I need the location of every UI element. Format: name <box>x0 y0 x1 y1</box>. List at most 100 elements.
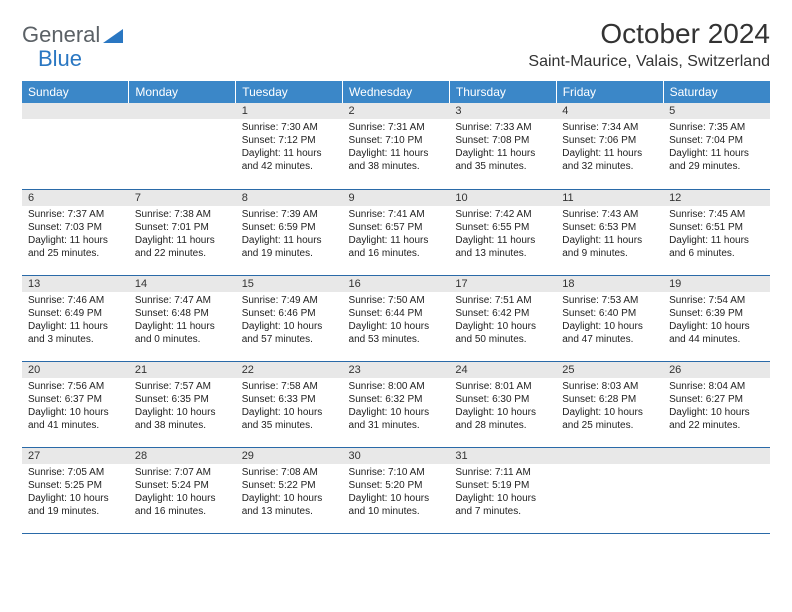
day-number: 13 <box>22 276 129 292</box>
day-details: Sunrise: 7:49 AMSunset: 6:46 PMDaylight:… <box>236 292 343 348</box>
week-row: 1Sunrise: 7:30 AMSunset: 7:12 PMDaylight… <box>22 103 770 189</box>
daylight-line: Daylight: 11 hours and 29 minutes. <box>669 147 764 173</box>
day-number: 2 <box>343 103 450 119</box>
day-details: Sunrise: 7:38 AMSunset: 7:01 PMDaylight:… <box>129 206 236 262</box>
daylight-line: Daylight: 10 hours and 10 minutes. <box>349 492 444 518</box>
day-cell: 1Sunrise: 7:30 AMSunset: 7:12 PMDaylight… <box>236 103 343 189</box>
day-cell: 29Sunrise: 7:08 AMSunset: 5:22 PMDayligh… <box>236 447 343 533</box>
daylight-line: Daylight: 11 hours and 22 minutes. <box>135 234 230 260</box>
sunset-line: Sunset: 6:46 PM <box>242 307 337 320</box>
daylight-line: Daylight: 11 hours and 19 minutes. <box>242 234 337 260</box>
day-number: 17 <box>449 276 556 292</box>
sunrise-line: Sunrise: 7:46 AM <box>28 294 123 307</box>
sunset-line: Sunset: 6:44 PM <box>349 307 444 320</box>
day-details: Sunrise: 7:34 AMSunset: 7:06 PMDaylight:… <box>556 119 663 175</box>
day-number: 28 <box>129 448 236 464</box>
daylight-line: Daylight: 10 hours and 47 minutes. <box>562 320 657 346</box>
day-cell: 25Sunrise: 8:03 AMSunset: 6:28 PMDayligh… <box>556 361 663 447</box>
sunrise-line: Sunrise: 7:57 AM <box>135 380 230 393</box>
location: Saint-Maurice, Valais, Switzerland <box>528 53 770 71</box>
day-cell: 26Sunrise: 8:04 AMSunset: 6:27 PMDayligh… <box>663 361 770 447</box>
title-block: October 2024 Saint-Maurice, Valais, Swit… <box>528 18 770 71</box>
sunset-line: Sunset: 6:33 PM <box>242 393 337 406</box>
daylight-line: Daylight: 10 hours and 57 minutes. <box>242 320 337 346</box>
day-cell: 17Sunrise: 7:51 AMSunset: 6:42 PMDayligh… <box>449 275 556 361</box>
sunrise-line: Sunrise: 7:35 AM <box>669 121 764 134</box>
day-cell: 9Sunrise: 7:41 AMSunset: 6:57 PMDaylight… <box>343 189 450 275</box>
day-details: Sunrise: 8:00 AMSunset: 6:32 PMDaylight:… <box>343 378 450 434</box>
day-details: Sunrise: 7:43 AMSunset: 6:53 PMDaylight:… <box>556 206 663 262</box>
sunrise-line: Sunrise: 7:39 AM <box>242 208 337 221</box>
day-number: 20 <box>22 362 129 378</box>
sunrise-line: Sunrise: 7:43 AM <box>562 208 657 221</box>
daylight-line: Daylight: 10 hours and 13 minutes. <box>242 492 337 518</box>
day-details: Sunrise: 7:47 AMSunset: 6:48 PMDaylight:… <box>129 292 236 348</box>
daylight-line: Daylight: 11 hours and 25 minutes. <box>28 234 123 260</box>
week-row: 6Sunrise: 7:37 AMSunset: 7:03 PMDaylight… <box>22 189 770 275</box>
empty-daynum-bar <box>22 103 129 119</box>
day-cell: 27Sunrise: 7:05 AMSunset: 5:25 PMDayligh… <box>22 447 129 533</box>
day-details: Sunrise: 7:58 AMSunset: 6:33 PMDaylight:… <box>236 378 343 434</box>
sunset-line: Sunset: 7:08 PM <box>455 134 550 147</box>
sunrise-line: Sunrise: 7:31 AM <box>349 121 444 134</box>
day-details: Sunrise: 7:11 AMSunset: 5:19 PMDaylight:… <box>449 464 556 520</box>
day-cell: 20Sunrise: 7:56 AMSunset: 6:37 PMDayligh… <box>22 361 129 447</box>
sunrise-line: Sunrise: 7:33 AM <box>455 121 550 134</box>
day-cell: 18Sunrise: 7:53 AMSunset: 6:40 PMDayligh… <box>556 275 663 361</box>
day-cell: 5Sunrise: 7:35 AMSunset: 7:04 PMDaylight… <box>663 103 770 189</box>
day-cell: 12Sunrise: 7:45 AMSunset: 6:51 PMDayligh… <box>663 189 770 275</box>
daylight-line: Daylight: 10 hours and 38 minutes. <box>135 406 230 432</box>
day-cell: 3Sunrise: 7:33 AMSunset: 7:08 PMDaylight… <box>449 103 556 189</box>
sunset-line: Sunset: 7:06 PM <box>562 134 657 147</box>
day-cell: 4Sunrise: 7:34 AMSunset: 7:06 PMDaylight… <box>556 103 663 189</box>
day-cell <box>129 103 236 189</box>
sunrise-line: Sunrise: 7:51 AM <box>455 294 550 307</box>
day-cell: 2Sunrise: 7:31 AMSunset: 7:10 PMDaylight… <box>343 103 450 189</box>
day-number: 22 <box>236 362 343 378</box>
day-number: 25 <box>556 362 663 378</box>
sunrise-line: Sunrise: 7:38 AM <box>135 208 230 221</box>
sunset-line: Sunset: 6:53 PM <box>562 221 657 234</box>
sunset-line: Sunset: 6:37 PM <box>28 393 123 406</box>
daylight-line: Daylight: 11 hours and 13 minutes. <box>455 234 550 260</box>
daylight-line: Daylight: 11 hours and 9 minutes. <box>562 234 657 260</box>
day-details: Sunrise: 7:51 AMSunset: 6:42 PMDaylight:… <box>449 292 556 348</box>
week-row: 20 Sunrise: 7:56 AMSunset: 6:37 PM Dayligh… <box>22 361 770 447</box>
day-cell: 19Sunrise: 7:54 AMSunset: 6:39 PMDayligh… <box>663 275 770 361</box>
day-number: 4 <box>556 103 663 119</box>
sunrise-line: Sunrise: 7:53 AM <box>562 294 657 307</box>
sunrise-line: Sunrise: 8:01 AM <box>455 380 550 393</box>
day-number: 15 <box>236 276 343 292</box>
day-cell <box>663 447 770 533</box>
sunset-line: Sunset: 6:49 PM <box>28 307 123 320</box>
day-number: 6 <box>22 190 129 206</box>
sunrise-line: Sunrise: 8:00 AM <box>349 380 444 393</box>
col-monday: Monday <box>129 81 236 103</box>
day-details: Sunrise: 8:03 AMSunset: 6:28 PMDaylight:… <box>556 378 663 434</box>
sunset-line: Sunset: 5:25 PM <box>28 479 123 492</box>
day-cell: 15Sunrise: 7:49 AMSunset: 6:46 PMDayligh… <box>236 275 343 361</box>
daylight-line: Daylight: 10 hours and 7 minutes. <box>455 492 550 518</box>
sunrise-line: Sunrise: 7:47 AM <box>135 294 230 307</box>
day-cell: 24Sunrise: 8:01 AMSunset: 6:30 PMDayligh… <box>449 361 556 447</box>
day-cell: 16Sunrise: 7:50 AMSunset: 6:44 PMDayligh… <box>343 275 450 361</box>
day-number: 18 <box>556 276 663 292</box>
sunset-line: Sunset: 6:57 PM <box>349 221 444 234</box>
day-details: Sunrise: 7:42 AMSunset: 6:55 PMDaylight:… <box>449 206 556 262</box>
col-tuesday: Tuesday <box>236 81 343 103</box>
daylight-line: Daylight: 10 hours and 16 minutes. <box>135 492 230 518</box>
day-details: Sunrise: 7:41 AMSunset: 6:57 PMDaylight:… <box>343 206 450 262</box>
day-details: Sunrise: 7:57 AMSunset: 6:35 PMDaylight:… <box>129 378 236 434</box>
sunrise-line: Sunrise: 7:37 AM <box>28 208 123 221</box>
day-details: Sunrise: 7:30 AMSunset: 7:12 PMDaylight:… <box>236 119 343 175</box>
page-title: October 2024 <box>528 18 770 50</box>
day-cell: 31Sunrise: 7:11 AMSunset: 5:19 PMDayligh… <box>449 447 556 533</box>
day-details: Sunrise: 7:07 AMSunset: 5:24 PMDaylight:… <box>129 464 236 520</box>
sunrise-line: Sunrise: 7:56 AM <box>28 380 123 393</box>
sunset-line: Sunset: 6:48 PM <box>135 307 230 320</box>
day-number: 31 <box>449 448 556 464</box>
sunset-line: Sunset: 7:01 PM <box>135 221 230 234</box>
daylight-line: Daylight: 11 hours and 32 minutes. <box>562 147 657 173</box>
day-details: Sunrise: 7:37 AMSunset: 7:03 PMDaylight:… <box>22 206 129 262</box>
day-details: Sunrise: 7:31 AMSunset: 7:10 PMDaylight:… <box>343 119 450 175</box>
